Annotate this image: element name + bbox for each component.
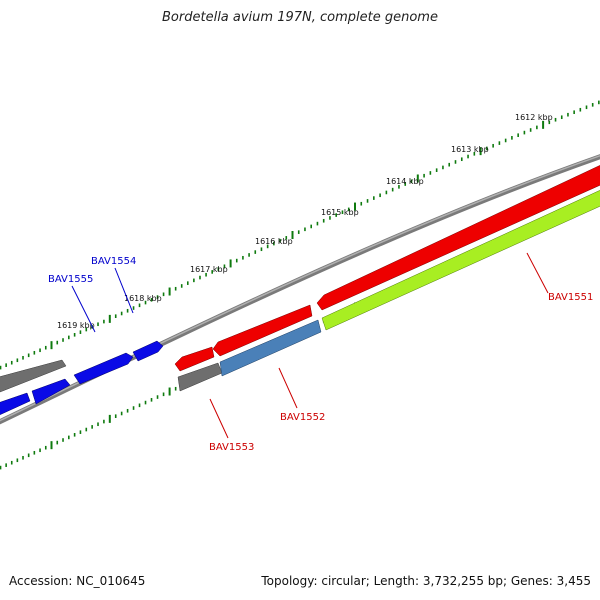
genome-summary-text: Topology: circular; Length: 3,732,255 bp…: [261, 574, 591, 588]
gene-arrow-red[interactable]: [316, 163, 600, 311]
gene-arrow-blue[interactable]: [132, 340, 164, 362]
gene-arrow-red[interactable]: [174, 346, 215, 372]
backbone-track: [0, 154, 600, 425]
scale-label: 1617 kbp: [190, 265, 228, 274]
gene-arrow-lime[interactable]: [321, 188, 600, 331]
gene-arrow-blue[interactable]: [73, 352, 134, 385]
gene-label-bav1551[interactable]: BAV1551: [548, 292, 593, 303]
scale-label: 1613 kbp: [451, 145, 489, 154]
gene-label-bav1554[interactable]: BAV1554: [91, 256, 136, 267]
backbone-highlight: [0, 154, 600, 422]
scale-label: 1615 kbp: [321, 208, 359, 217]
map-title: Bordetella avium 197N, complete genome: [162, 10, 438, 25]
gene-arrow-blue[interactable]: [31, 378, 71, 405]
label-leader-line: [209, 398, 229, 439]
label-leader-line: [114, 267, 134, 314]
label-leader-line: [71, 285, 96, 333]
gene-arrow-blue[interactable]: [0, 392, 31, 417]
scale-label: 1616 kbp: [255, 237, 293, 246]
accession-text: Accession: NC_010645: [9, 574, 146, 588]
gene-label-bav1555[interactable]: BAV1555: [48, 274, 93, 285]
scale-label: 1614 kbp: [386, 177, 424, 186]
scale-label: 1618 kbp: [124, 294, 162, 303]
scale-label: 1612 kbp: [515, 113, 553, 122]
gene-label-bav1552[interactable]: BAV1552: [280, 412, 325, 423]
gene-arrow-gray[interactable]: [0, 359, 67, 393]
outer-tick-ring: [0, 100, 600, 370]
gene-arrow-red[interactable]: [212, 304, 313, 357]
label-leader-line: [278, 367, 298, 409]
scale-label: 1619 kbp: [57, 321, 95, 330]
label-leader-line: [526, 252, 549, 294]
gene-arrow-steelblue[interactable]: [219, 319, 322, 377]
gene-label-bav1553[interactable]: BAV1553: [209, 442, 254, 453]
